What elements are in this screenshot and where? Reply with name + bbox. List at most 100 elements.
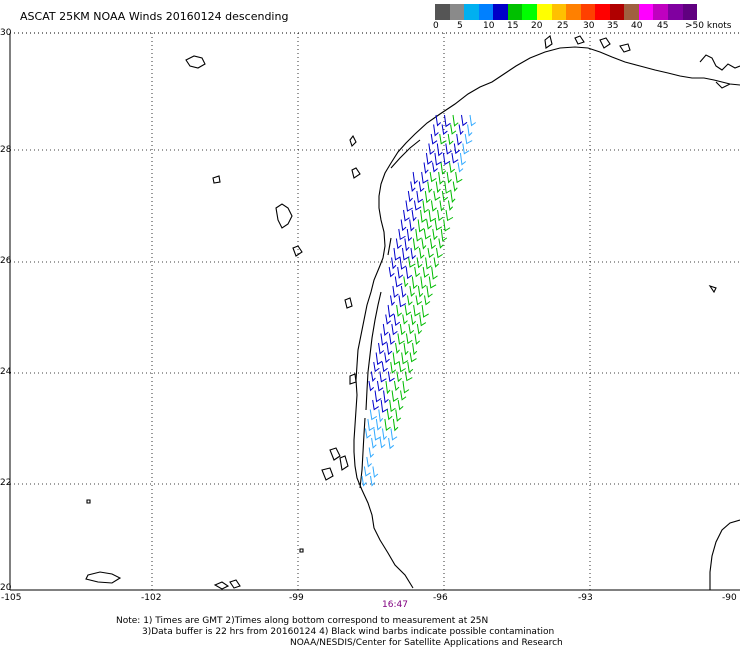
wind-barb [387, 371, 395, 383]
wind-barb [426, 219, 433, 230]
wind-barb [390, 428, 398, 441]
wind-barb [368, 380, 375, 392]
wind-barb [388, 437, 395, 450]
wind-barb [385, 314, 392, 325]
wind-barb [420, 209, 427, 223]
wind-barb [370, 475, 376, 487]
wind-barb [425, 152, 433, 165]
wind-barb [451, 152, 459, 164]
wind-barb [380, 399, 389, 413]
wind-barb [367, 418, 375, 432]
wind-barb [445, 209, 454, 222]
wind-barb [449, 162, 456, 174]
map-frame [9, 32, 740, 591]
wind-barb [402, 380, 410, 394]
wind-barb [373, 428, 382, 441]
wind-barb [378, 409, 384, 423]
wind-barb [409, 285, 415, 297]
wind-barb [397, 399, 404, 411]
wind-barb [402, 314, 408, 325]
wind-barb [416, 323, 423, 335]
wind-barb [411, 276, 418, 290]
wind-barb [414, 333, 421, 345]
wind-barb [420, 276, 427, 290]
wind-barb [423, 228, 431, 240]
wind-barb [417, 285, 424, 298]
wind-barb [452, 181, 458, 192]
wind-barb [438, 171, 444, 185]
wind-barb [428, 209, 437, 223]
wind-barb [434, 219, 443, 231]
wind-barb [373, 361, 380, 373]
wind-barb [400, 390, 407, 401]
wind-barb [403, 342, 409, 356]
scale-swatch-1 [449, 4, 465, 20]
wind-barb [418, 247, 425, 260]
wind-barb [382, 323, 389, 336]
wind-barb [410, 314, 416, 326]
lon-label-99: -99 [289, 593, 304, 603]
wind-barb [368, 447, 374, 459]
wind-barb [387, 304, 395, 318]
scale-swatch-4 [493, 4, 508, 20]
scale-label-6: 30 [583, 21, 595, 31]
scale-label-8: 40 [631, 21, 643, 31]
scale-swatch-5 [507, 4, 523, 20]
wind-barb [363, 466, 371, 477]
wind-barb [372, 399, 379, 411]
wind-speed-color-scale [435, 4, 698, 20]
wind-barb [430, 200, 437, 212]
wind-barb [435, 181, 441, 194]
coastline [85, 35, 740, 590]
wind-barb [416, 257, 423, 269]
lat-label-26: 26 [0, 256, 12, 266]
note-line-2: 3)Data buffer is 22 hrs from 20160124 4)… [142, 627, 555, 637]
wind-barb [431, 266, 438, 280]
wind-barb [422, 200, 429, 214]
wind-barb [432, 162, 438, 173]
scale-swatch-2 [464, 4, 479, 20]
wind-barb [404, 238, 410, 252]
wind-barb [439, 200, 445, 212]
wind-barb [413, 304, 421, 317]
wind-barb [407, 295, 413, 306]
wind-barb [375, 418, 382, 431]
wind-barb [457, 162, 464, 173]
wind-barb [428, 276, 437, 289]
scale-swatch-12 [609, 4, 625, 20]
scale-label-0: 0 [433, 21, 439, 31]
lon-label-105: -105 [1, 593, 22, 603]
wind-barb [378, 342, 385, 355]
wind-barb [379, 371, 387, 383]
wind-barb [415, 295, 423, 306]
wind-barb [433, 257, 440, 268]
wind-barb [427, 247, 434, 258]
note-line-3: NOAA/NESDIS/Center for Satellite Applica… [290, 638, 563, 648]
wind-barb [392, 418, 399, 432]
wind-barb [361, 475, 367, 487]
wind-barb [440, 228, 448, 242]
wind-barb [433, 190, 441, 201]
wind-barb [398, 295, 407, 308]
wind-barb [389, 399, 396, 413]
scale-swatch-14 [638, 4, 654, 20]
wind-barb [405, 333, 413, 345]
wind-barb [412, 342, 418, 356]
scale-swatch-10 [580, 4, 596, 20]
wind-barb [445, 143, 453, 155]
wind-barb [437, 209, 444, 222]
wind-barb [384, 352, 390, 364]
wind-barb [379, 437, 386, 449]
wind-barb [401, 352, 409, 365]
wind-barb [462, 143, 470, 155]
wind-barb [444, 114, 451, 128]
wind-barb [369, 409, 378, 421]
wind-barb [450, 124, 457, 135]
wind-barb [386, 342, 393, 356]
wind-barb [452, 114, 459, 127]
wind-barb [427, 181, 433, 194]
scale-swatch-7 [536, 4, 552, 20]
wind-barb [444, 181, 452, 194]
wind-barb [383, 390, 389, 404]
scale-label-7: 35 [607, 21, 619, 31]
